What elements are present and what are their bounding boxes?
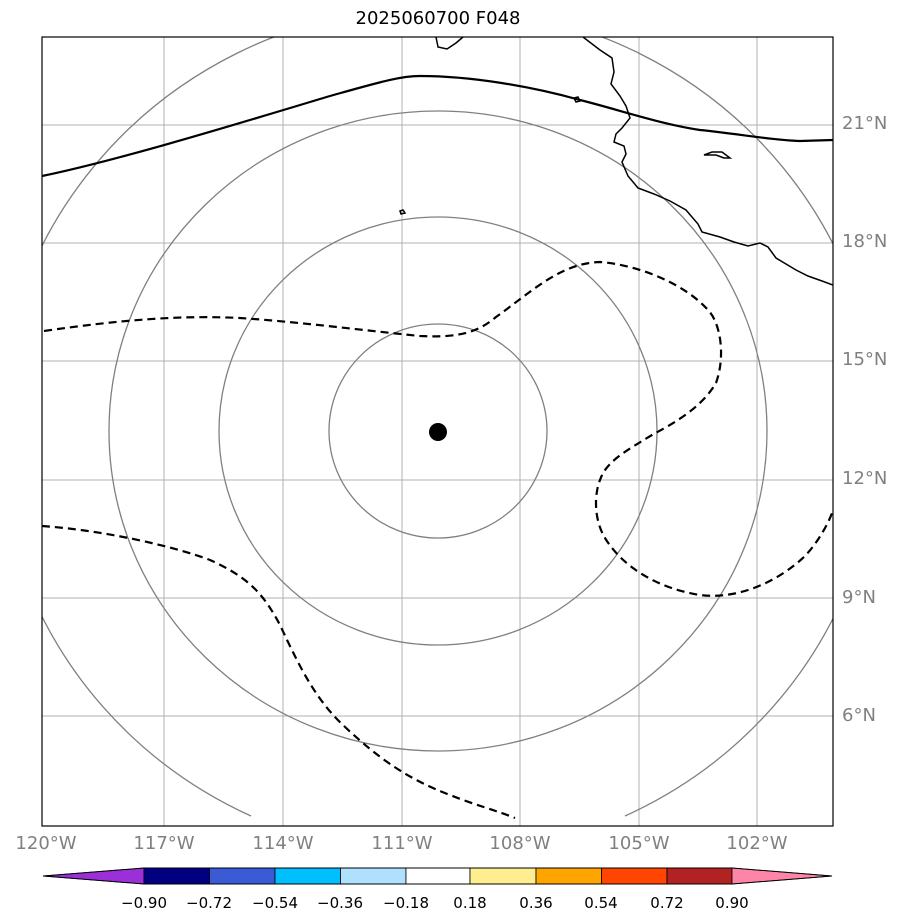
lat-label-12n: 12°N xyxy=(842,468,888,489)
range-ring-4 xyxy=(42,37,833,817)
colorbar-segment-2 xyxy=(209,867,276,885)
lon-label-102w: 102°W xyxy=(726,833,788,854)
colorbar-tick-label: 0.90 xyxy=(715,894,749,912)
colorbar-tick-label: −0.18 xyxy=(383,894,429,912)
colorbar-segment-4 xyxy=(340,867,407,885)
coastline xyxy=(399,37,833,286)
island-socorro xyxy=(399,209,407,215)
lat-label-18n: 18°N xyxy=(842,231,888,252)
colorbar-tick-label: −0.90 xyxy=(121,894,167,912)
colorbar-segment-8 xyxy=(601,867,668,885)
lat-label-6n: 6°N xyxy=(842,705,876,726)
graticule xyxy=(42,37,833,826)
colorbar-segment-1 xyxy=(143,867,210,885)
coastline-mainland xyxy=(582,37,833,286)
range-ring-1 xyxy=(328,323,548,539)
lon-label-111w: 111°W xyxy=(371,833,433,854)
island-tres-marias xyxy=(703,151,733,159)
colorbar-segment-7 xyxy=(535,867,602,885)
coastline-baja xyxy=(435,37,464,50)
colorbar-tick-label: −0.72 xyxy=(186,894,232,912)
storm-center-marker xyxy=(429,423,447,441)
colorbar-tick-label: −0.54 xyxy=(252,894,298,912)
solid-contour xyxy=(42,74,833,178)
lon-label-120w: 120°W xyxy=(15,833,77,854)
lon-label-117w: 117°W xyxy=(133,833,195,854)
colorbar xyxy=(42,867,833,885)
map-title: 2025060700 F048 xyxy=(355,8,521,29)
dashed-contour-south xyxy=(42,524,516,820)
range-rings xyxy=(42,37,833,817)
lon-label-105w: 105°W xyxy=(608,833,670,854)
map-frame xyxy=(41,36,834,827)
colorbar-segment-5 xyxy=(405,867,471,885)
lon-label-108w: 108°W xyxy=(489,833,551,854)
colorbar-tick-label: 0.72 xyxy=(650,894,684,912)
colorbar-segment-3 xyxy=(274,867,341,885)
dashed-contour-north xyxy=(43,260,833,597)
colorbar-tick-label: 0.54 xyxy=(584,894,618,912)
colorbar-tick-label: 0.36 xyxy=(519,894,553,912)
range-ring-3 xyxy=(108,110,768,752)
lat-label-21n: 21°N xyxy=(842,113,888,134)
lat-label-9n: 9°N xyxy=(842,587,876,608)
dashed-contours xyxy=(42,260,833,820)
colorbar-segment-6 xyxy=(469,867,537,885)
colorbar-extend-low xyxy=(42,867,145,885)
colorbar-tick-label: −0.36 xyxy=(317,894,363,912)
colorbar-tick-label: 0.18 xyxy=(453,894,487,912)
colorbar-extend-high xyxy=(731,867,833,885)
lat-label-15n: 15°N xyxy=(842,349,888,370)
lon-label-114w: 114°W xyxy=(252,833,314,854)
colorbar-segment-9 xyxy=(666,867,733,885)
